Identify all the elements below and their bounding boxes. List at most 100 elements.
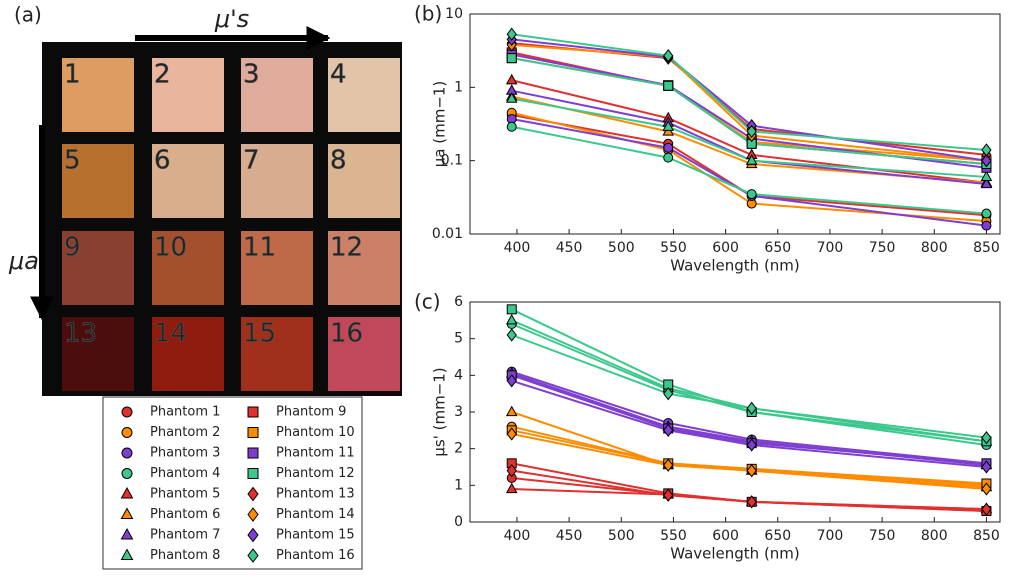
y-tick-label: 4 [454, 367, 463, 383]
tile [241, 144, 313, 218]
marker [247, 548, 259, 563]
marker [981, 482, 992, 496]
marker [247, 486, 259, 502]
arrow-label: μa [8, 247, 39, 275]
x-tick-label: 400 [504, 528, 531, 544]
marker [505, 73, 518, 85]
marker [663, 80, 674, 91]
tile-label: 15 [243, 319, 276, 349]
tile-label: 13 [64, 319, 97, 349]
series-line [511, 319, 987, 443]
tile-label: 7 [243, 146, 260, 176]
series-line [511, 95, 987, 184]
tile [62, 144, 134, 218]
y-tick-label: 5 [454, 331, 463, 347]
series-line [511, 429, 987, 485]
series-line [511, 97, 987, 178]
x-tick-label: 600 [712, 528, 739, 544]
arrow-label: μ's [214, 5, 249, 33]
tile-label: 10 [154, 233, 187, 263]
marker [247, 468, 259, 479]
x-tick-label: 450 [556, 528, 583, 544]
x-tick-label: 450 [556, 240, 583, 256]
marker [247, 507, 259, 522]
marker [663, 49, 674, 63]
x-tick-label: 600 [712, 240, 739, 256]
series-line [511, 89, 987, 186]
series-line [511, 374, 987, 465]
marker [121, 406, 133, 418]
tile [152, 317, 224, 391]
marker [506, 463, 517, 478]
marker [506, 53, 517, 64]
marker [506, 328, 517, 342]
x-tick-label: 550 [660, 528, 687, 544]
series-line [511, 118, 987, 227]
tile [241, 58, 313, 132]
series-line [511, 469, 987, 511]
marker [505, 92, 518, 103]
marker [980, 177, 993, 189]
plot-frame [469, 301, 1001, 523]
y-tick-label: 0 [454, 514, 463, 530]
legend-label: Phantom 14 [276, 507, 355, 522]
marker [746, 438, 757, 452]
marker [663, 386, 674, 401]
tile-label: 1 [64, 60, 81, 90]
x-tick-label: 650 [764, 240, 791, 256]
tile [152, 231, 224, 305]
y-tick-label: 0.01 [432, 226, 463, 242]
tile [62, 58, 134, 132]
y-tick-label: 1 [454, 79, 463, 95]
marker [981, 502, 992, 516]
marker [981, 430, 992, 445]
marker [121, 447, 133, 459]
marker [746, 189, 757, 200]
tile [241, 231, 313, 305]
marker [505, 313, 518, 325]
marker [247, 427, 259, 438]
tile [152, 58, 224, 132]
tile-label: 8 [330, 146, 347, 176]
series-line [511, 370, 987, 465]
x-tick-label: 700 [817, 528, 844, 544]
marker [121, 468, 133, 479]
x-tick-label: 850 [973, 240, 1000, 256]
y-tick-label: 1 [454, 477, 463, 493]
legend-box [102, 396, 363, 570]
series-line [511, 323, 987, 446]
marker [505, 405, 518, 417]
tile-label: 6 [154, 146, 171, 176]
legend: Phantom 1 Phantom 2 Phantom 3 Phantom 4 Phan… [120, 405, 355, 563]
legend-label: Phantom 13 [276, 487, 355, 502]
marker [663, 142, 674, 153]
x-tick-label: 750 [869, 528, 896, 544]
legend-label: Phantom 5 [150, 487, 220, 502]
series-line [511, 308, 987, 443]
marker [981, 460, 992, 474]
tile [62, 231, 134, 305]
marker [663, 423, 674, 438]
y-axis-label: μs' (mm−1) [431, 367, 449, 456]
x-tick-label: 750 [869, 240, 896, 256]
tile-label: 5 [64, 146, 81, 176]
marker [663, 488, 674, 502]
tile [241, 317, 313, 391]
marker [746, 495, 757, 509]
marker [663, 152, 674, 163]
x-tick-label: 800 [921, 240, 948, 256]
series-line [511, 379, 987, 468]
tile-label: 3 [243, 60, 260, 90]
series-line [511, 43, 987, 162]
marker [506, 121, 517, 132]
tile [328, 231, 400, 305]
marker [662, 120, 675, 131]
marker [663, 458, 674, 472]
legend-label: Phantom 4 [150, 466, 220, 481]
tile-label: 2 [154, 60, 171, 90]
tile [62, 317, 134, 391]
marker [746, 463, 757, 478]
x-tick-label: 700 [817, 240, 844, 256]
